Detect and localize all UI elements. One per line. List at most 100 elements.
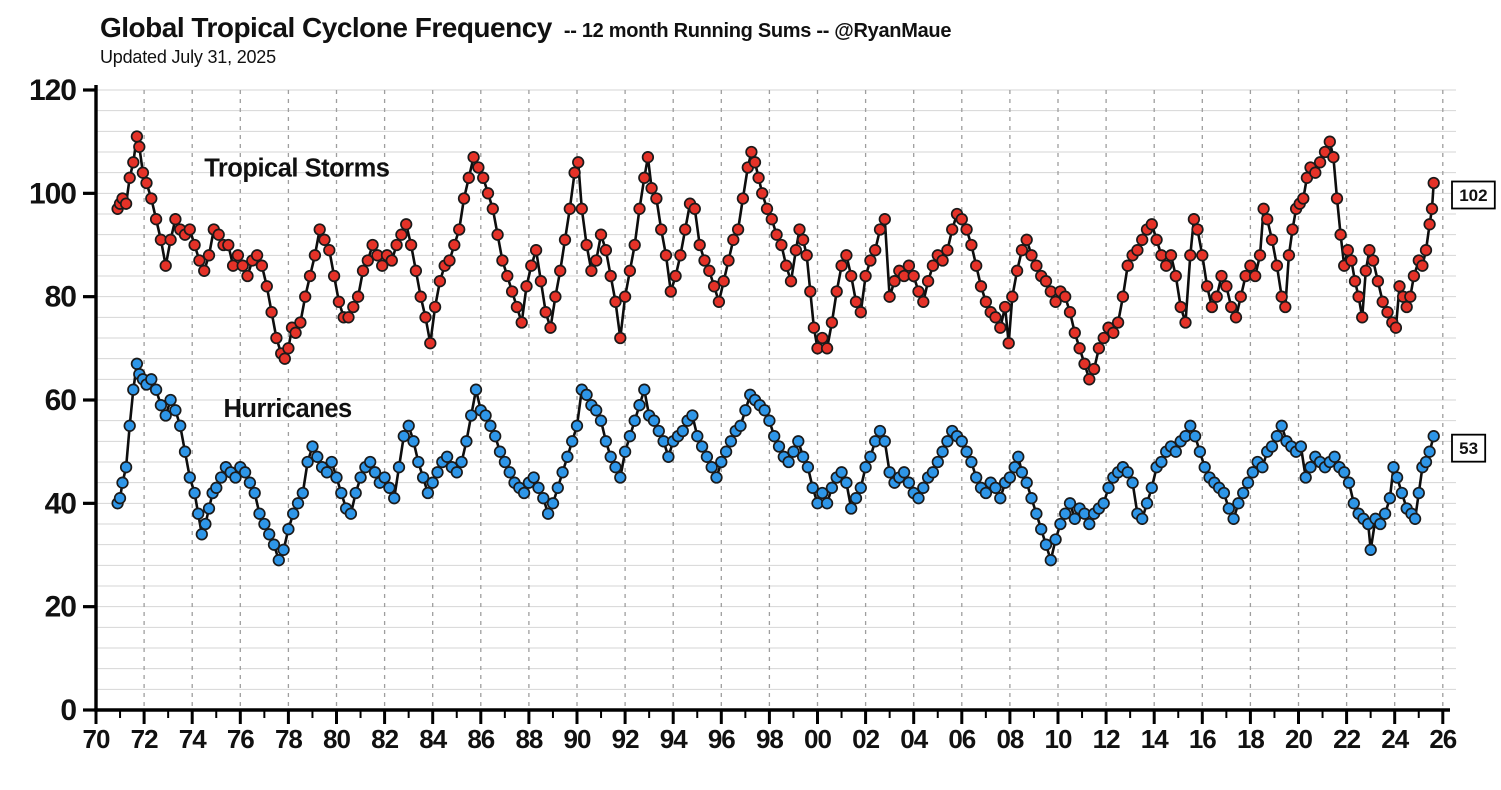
data-point [335,486,348,500]
data-point [907,269,920,283]
data-point [119,197,133,210]
chart-header: Global Tropical Cyclone Frequency -- 12 m… [100,12,951,68]
data-point [1275,419,1288,432]
data-point [1107,326,1120,339]
data-point [484,419,497,432]
data-point [712,295,726,308]
data-point [296,486,309,500]
data-point [159,259,172,272]
data-point [1425,202,1439,215]
data-point [873,223,887,236]
data-point [277,543,290,556]
data-point [758,404,771,417]
data-point [994,321,1007,334]
data-point [498,455,512,469]
data-point [477,171,490,184]
data-point [1345,254,1358,267]
data-point [941,435,954,448]
data-point [1049,533,1062,546]
data-point [801,461,815,474]
x-tick-label: 70 [83,724,110,754]
data-point [263,528,276,541]
data-point [679,223,692,236]
data-point [835,259,848,272]
data-point [199,517,212,531]
data-point [859,461,872,474]
data-point [1404,290,1417,303]
data-point [655,223,668,236]
data-point [467,151,480,164]
data-point [1140,497,1154,510]
data-point [563,202,576,215]
x-tick-label: 06 [948,724,975,754]
data-point [354,471,367,484]
data-point [460,435,473,448]
data-point [546,497,560,510]
data-point [250,249,264,262]
data-point [424,337,437,350]
data-point [628,414,641,427]
data-point [765,213,778,226]
data-point [539,306,552,319]
data-point [236,259,249,272]
data-point [820,342,834,355]
data-point [662,450,675,463]
data-point [1387,461,1400,474]
data-point [130,130,144,143]
data-point [1304,461,1317,474]
x-tick-label: 10 [1045,724,1072,754]
data-point [278,352,291,365]
y-tick-label: 100 [29,177,76,210]
x-tick-label: 96 [708,724,735,754]
data-point [119,461,133,474]
data-point [1419,455,1433,469]
data-point [1198,461,1211,474]
data-point [717,275,730,288]
data-point [739,404,752,417]
data-point [133,140,146,153]
y-axis-ticks: 0 20 40 60 80 100 120 [29,74,96,727]
data-point [580,388,593,401]
data-point [561,450,574,463]
data-point [392,461,406,474]
data-point [1282,249,1296,262]
data-point [1286,223,1299,236]
data-point [407,435,420,448]
data-point [736,192,750,205]
data-point [775,238,788,252]
data-point [376,259,389,272]
data-point [270,331,283,345]
data-point [136,166,150,179]
data-point [544,321,557,334]
data-point [255,259,269,272]
data-point [849,295,863,308]
data-point [1102,481,1115,494]
data-point [787,445,800,458]
end-label-box [1451,433,1487,463]
data-point [1356,311,1369,324]
data-point [599,435,613,448]
data-point [845,502,858,515]
data-point [1215,269,1228,283]
data-point [1229,311,1243,324]
x-tick-label: 86 [467,724,494,754]
data-point [253,507,266,520]
data-point [623,430,637,443]
data-point [385,254,398,267]
data-point [282,342,295,355]
data-point [883,466,896,479]
data-point [830,285,843,298]
data-point [782,455,795,469]
x-tick-label: 98 [756,724,783,754]
end-label-value: 102 [1459,186,1487,205]
data-point [541,507,555,520]
data-point [752,171,765,184]
data-point [549,290,562,303]
data-point [214,471,228,484]
data-point [202,502,216,515]
data-point [140,176,153,190]
data-point [618,445,632,458]
data-point [489,430,502,443]
data-point [756,187,769,200]
data-point [1400,300,1413,314]
